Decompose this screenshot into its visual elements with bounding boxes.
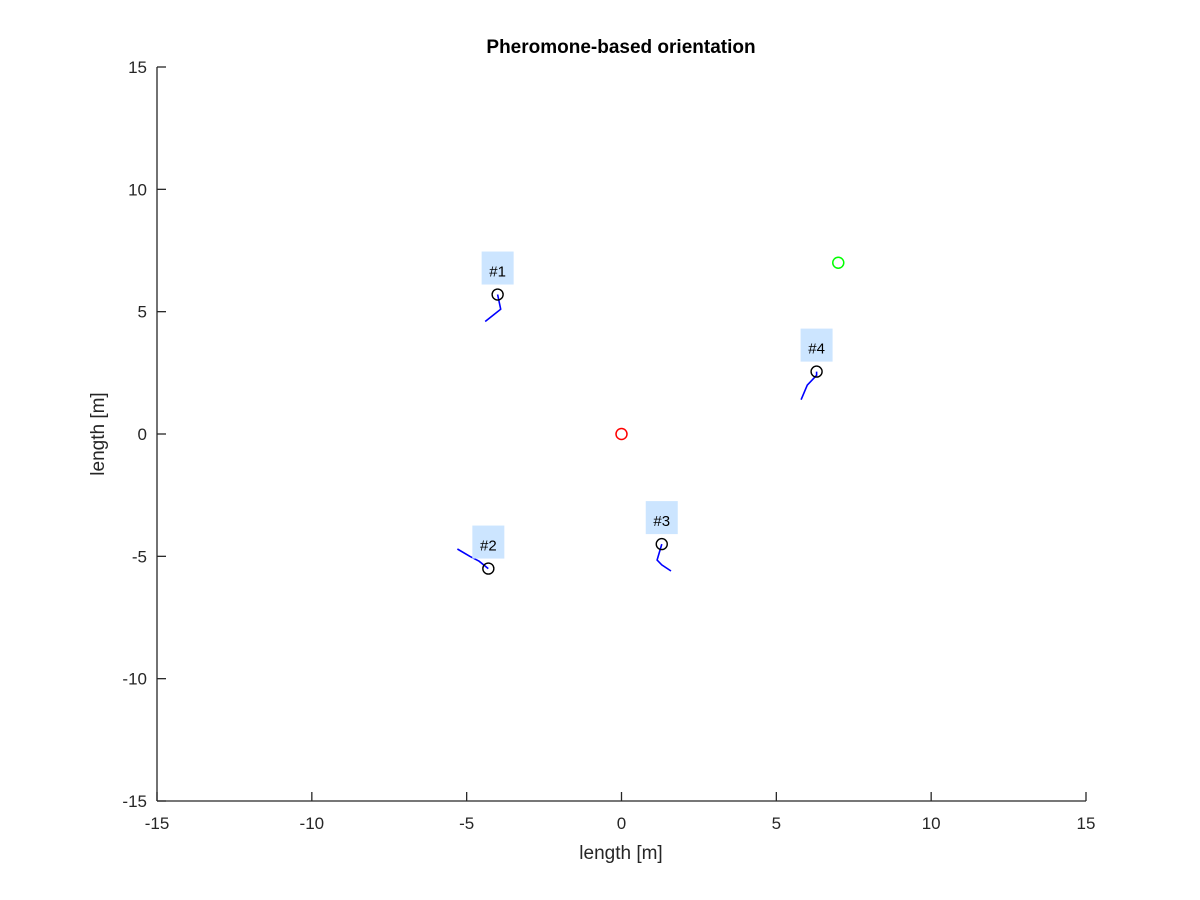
robot-trail bbox=[484, 294, 502, 323]
x-tick-label: 5 bbox=[772, 814, 781, 833]
robot-label-box bbox=[472, 525, 505, 559]
x-tick-label: 10 bbox=[922, 814, 941, 833]
y-tick-label: 5 bbox=[138, 303, 147, 322]
axes: -15 -10 -5 0 5 10 15 -15 -10 -5 0 5 10 15 bbox=[122, 58, 1095, 833]
robot-label: #4 bbox=[808, 341, 825, 358]
y-tick-label: 15 bbox=[128, 58, 147, 77]
x-tick-label: -10 bbox=[300, 814, 325, 833]
y-tick-label: -15 bbox=[122, 792, 147, 811]
robots: #1 #2 #3 #4 bbox=[472, 251, 833, 575]
x-tick-label: -15 bbox=[145, 814, 170, 833]
robot-label: #2 bbox=[480, 538, 497, 555]
trails bbox=[456, 294, 818, 572]
x-tick-label: -5 bbox=[459, 814, 474, 833]
robot-trail bbox=[656, 543, 672, 572]
robot-marker bbox=[491, 288, 504, 301]
x-tick-label: 15 bbox=[1077, 814, 1096, 833]
robot-marker bbox=[810, 365, 823, 378]
robot-marker bbox=[482, 562, 495, 575]
robot-label: #3 bbox=[653, 513, 670, 530]
robot-label: #1 bbox=[489, 264, 506, 281]
x-axis-label: length [m] bbox=[579, 843, 662, 864]
y-tick-label: -10 bbox=[122, 670, 147, 689]
chart-title: Pheromone-based orientation bbox=[486, 37, 755, 58]
robot-label-box bbox=[481, 251, 514, 285]
robot-label-box bbox=[645, 501, 678, 535]
markers bbox=[615, 256, 845, 441]
y-tick-label: 0 bbox=[138, 425, 147, 444]
x-tick-label: 0 bbox=[617, 814, 626, 833]
y-tick-label: -5 bbox=[132, 547, 147, 566]
origin-marker bbox=[615, 427, 628, 441]
robot-marker bbox=[655, 537, 668, 551]
goal-marker bbox=[832, 256, 845, 269]
robot-trail bbox=[800, 371, 818, 401]
y-axis-label: length [m] bbox=[88, 392, 109, 475]
y-tick-label: 10 bbox=[128, 180, 147, 199]
robot-label-box bbox=[800, 328, 833, 362]
